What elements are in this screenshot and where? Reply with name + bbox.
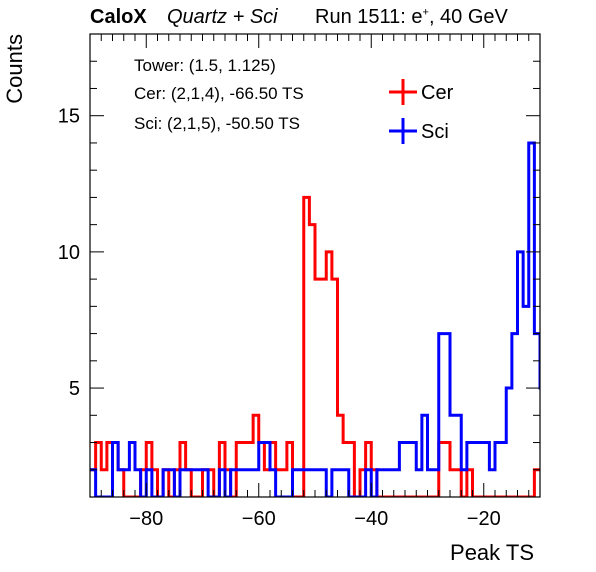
sci-annotation: Sci: (2,1,5), -50.50 TS <box>134 114 300 133</box>
y-tick-label: 5 <box>69 378 80 400</box>
x-axis-label: Peak TS <box>450 540 534 565</box>
legend-cer-label: Cer <box>421 82 454 104</box>
cer-annotation: Cer: (2,1,4), -66.50 TS <box>134 84 304 103</box>
header-title: CaloX <box>90 6 147 29</box>
y-tick-label: 10 <box>58 242 80 264</box>
config-title: Quartz + Sci <box>167 6 278 29</box>
x-tick-label: −80 <box>129 508 163 530</box>
run-title: Run 1511: e+, 40 GeV <box>315 6 508 29</box>
legend-sci-label: Sci <box>421 121 449 143</box>
run-energy: , 40 GeV <box>428 6 508 28</box>
series-sci-line <box>90 141 540 497</box>
x-tick-label: −60 <box>242 508 276 530</box>
experiment-name: CaloX <box>90 6 147 28</box>
x-tick-label: −20 <box>467 508 501 530</box>
config-name: Quartz + Sci <box>167 6 278 28</box>
series-cer-line <box>90 195 540 497</box>
y-axis-label: Counts <box>2 34 27 104</box>
run-label: Run 1511: e <box>315 6 423 28</box>
tower-annotation: Tower: (1.5, 1.125) <box>134 56 276 75</box>
run-superscript: + <box>422 6 429 19</box>
x-tick-label: −40 <box>354 508 388 530</box>
y-tick-label: 15 <box>58 106 80 128</box>
